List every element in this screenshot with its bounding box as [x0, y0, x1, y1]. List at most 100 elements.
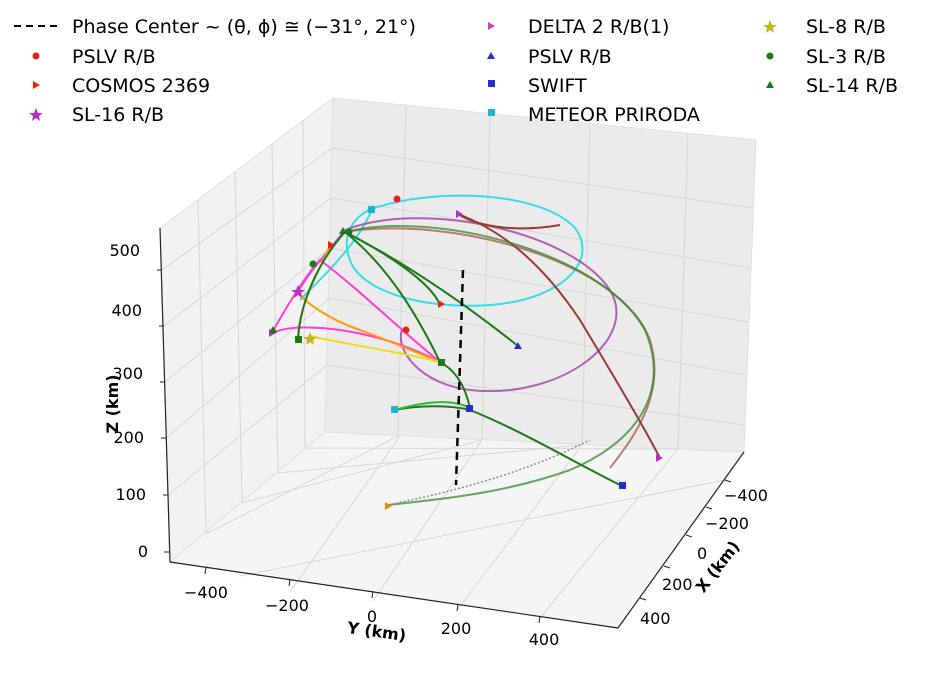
y-tick-labels: −400 −200 0 200 400	[184, 583, 559, 649]
tick-mark	[538, 615, 541, 624]
marker-cosmos-2369	[385, 502, 392, 510]
z-tick-label: 400	[111, 301, 142, 320]
grid-line	[165, 297, 331, 439]
legend-marker-pslv-rb	[32, 52, 40, 60]
grid-line	[539, 448, 679, 619]
tick-mark	[371, 590, 374, 599]
tick-marks	[157, 269, 732, 624]
legend: Phase Center ~ (θ, ϕ) ≅ (−31°, 21°) PSLV…	[14, 16, 898, 126]
trajectory-green-4	[469, 409, 623, 487]
grid-line	[234, 171, 243, 504]
z-tick-label: 300	[112, 364, 143, 383]
marker-delta-2-rb	[656, 454, 663, 462]
legend-label: METEOR PRIRODA	[528, 104, 700, 126]
marker-sl-3-rb	[345, 228, 353, 236]
legend-marker-sl-16-rb	[29, 108, 43, 121]
grid-line	[331, 147, 754, 209]
y-tick-label: 0	[367, 607, 377, 626]
z-tick-label: 0	[138, 542, 148, 561]
phase-center-line	[454, 269, 465, 486]
trajectory-purple-loop	[344, 217, 618, 393]
grid-line	[329, 247, 748, 323]
y-axis-line	[169, 561, 619, 629]
z-tick-label: 100	[115, 485, 146, 504]
legend-label: SL-16 R/B	[72, 104, 164, 126]
legend-label: SL-3 R/B	[806, 46, 886, 68]
x-tick-label: 0	[697, 544, 707, 563]
legend-label: SWIFT	[528, 75, 587, 97]
legend-marker-sl-3-rb	[766, 52, 774, 60]
y-axis-label: Y (km)	[345, 618, 407, 645]
trajectory-orange	[297, 289, 441, 363]
axis-panes	[159, 96, 757, 629]
marker-delta-2-rb	[456, 210, 463, 218]
x-tick-label: −400	[724, 486, 768, 505]
grid-line	[581, 123, 591, 446]
legend-label: DELTA 2 R/B(1)	[528, 16, 669, 38]
grid-line	[289, 435, 401, 593]
grid-line	[372, 439, 483, 602]
grid-line	[397, 105, 407, 437]
marker-pslv-rb-circle	[402, 326, 410, 334]
marker-cosmos-2369	[328, 241, 335, 249]
legend-marker-sl-8-rb	[763, 20, 777, 33]
marker-green-square	[295, 336, 302, 343]
y-tick-label: −200	[265, 596, 309, 615]
x-tick-label: −200	[705, 514, 749, 533]
grid-line	[677, 133, 689, 450]
marker-pslv-rb-circle	[393, 195, 401, 203]
trajectory-green-6	[394, 401, 471, 411]
tick-mark	[639, 597, 647, 601]
grid-line	[304, 447, 679, 450]
trajectory-yellow	[309, 335, 441, 363]
legend-marker-meteor-priroda	[488, 109, 495, 116]
marker-cosmos-2369	[438, 300, 445, 308]
grid-line	[167, 364, 328, 496]
marker-sl-8-rb	[303, 332, 317, 345]
tick-mark	[288, 578, 291, 587]
z-axis-label: Z (km)	[103, 374, 122, 433]
z-axis-line	[159, 227, 171, 563]
grid-line	[326, 364, 745, 426]
z-tick-labels: 0 100 200 300 400 500	[109, 241, 148, 561]
legend-label: PSLV R/B	[72, 46, 156, 68]
marker-green-square	[438, 359, 445, 366]
axis-edges	[159, 227, 745, 629]
grid-line	[197, 199, 207, 535]
legend-marker-swift	[488, 80, 495, 87]
z-tick-label: 500	[109, 241, 140, 260]
grid-line	[164, 247, 331, 383]
tick-mark	[456, 603, 459, 612]
grid-line	[271, 143, 279, 474]
tick-mark	[204, 566, 207, 575]
marker-meteor-priroda	[391, 406, 398, 413]
legend-marker-delta-2-rb	[488, 22, 495, 30]
tick-mark	[724, 479, 732, 483]
trajectory-cyan-loop	[345, 194, 584, 307]
trajectory-green-loop	[344, 225, 655, 506]
marker-meteor-priroda	[368, 206, 375, 213]
grid-line	[329, 297, 746, 376]
markers	[269, 195, 663, 510]
marker-pslv-rb-triangle	[514, 342, 522, 349]
marker-sl-14-rb	[269, 326, 277, 333]
marker-swift	[466, 405, 473, 412]
trajectory-magenta-2	[271, 326, 441, 363]
legend-label: SL-14 R/B	[806, 75, 898, 97]
legend-marker-pslv-rb-triangle	[487, 52, 495, 59]
x-tick-label: 200	[662, 575, 693, 594]
y-tick-label: −400	[184, 583, 228, 602]
trajectory-brown-2	[457, 213, 661, 459]
legend-marker-sl-14-rb	[766, 81, 774, 88]
trajectory-magenta	[271, 258, 441, 363]
trajectory-brown-3	[457, 213, 561, 230]
y-tick-label: 400	[529, 630, 560, 649]
grid-line	[205, 435, 399, 535]
trajectory-dotted	[387, 439, 591, 506]
legend-label: COSMOS 2369	[72, 75, 210, 97]
marker-swift	[619, 482, 626, 489]
z-tick-label: 200	[113, 428, 144, 447]
tick-mark	[685, 534, 693, 538]
trajectory-green-3	[344, 231, 519, 347]
